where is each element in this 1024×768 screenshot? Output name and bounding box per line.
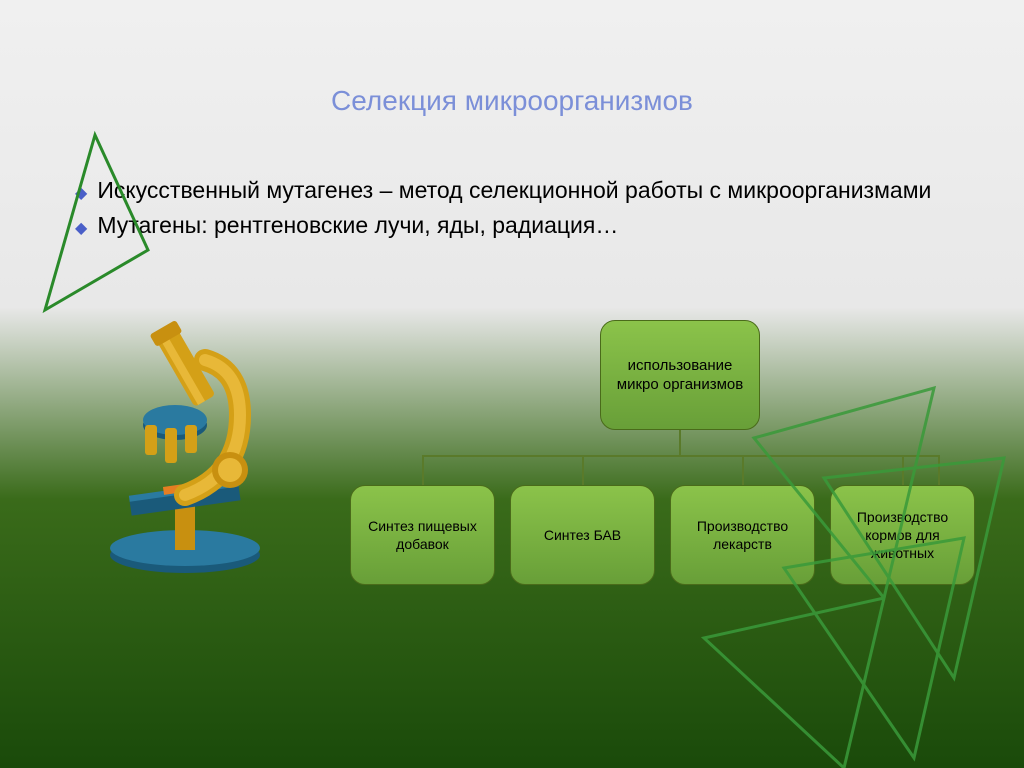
page-title: Селекция микроорганизмов (0, 0, 1024, 117)
org-child-node: Синтез пищевых добавок (350, 485, 495, 585)
bullet-list: ◆ Искусственный мутагенез – метод селекц… (75, 177, 964, 239)
decorative-triangle-left (40, 130, 160, 320)
bullet-item: ◆ Мутагены: рентгеновские лучи, яды, рад… (75, 212, 964, 239)
decorative-shapes-right (604, 338, 1024, 768)
bullet-text: Искусственный мутагенез – метод селекцио… (97, 177, 931, 204)
connector-line (422, 455, 424, 485)
bullet-text: Мутагены: рентгеновские лучи, яды, радиа… (97, 212, 618, 239)
connector-line (582, 455, 584, 485)
microscope-icon (85, 320, 285, 585)
bullet-item: ◆ Искусственный мутагенез – метод селекц… (75, 177, 964, 204)
org-child-label: Синтез пищевых добавок (359, 517, 486, 553)
